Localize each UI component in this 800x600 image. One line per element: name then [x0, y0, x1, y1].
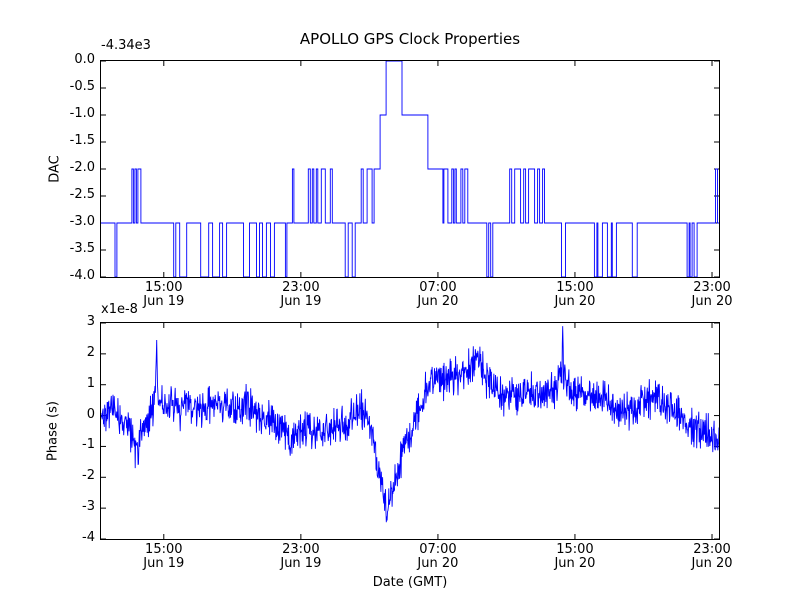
- x-axis-label: Date (GMT): [372, 575, 448, 590]
- y-tick-label: -2.5: [69, 187, 95, 202]
- x-tick-time: 23:00: [693, 280, 731, 295]
- y-tick-label: -4: [82, 530, 95, 545]
- x-tick-label: 15:00 Jun 20: [530, 281, 620, 309]
- dac-axis-offset-label: -4.34e3: [101, 38, 151, 53]
- x-tick-date: Jun 19: [143, 294, 185, 309]
- y-tick-label: -3.0: [69, 214, 95, 229]
- x-tick-label: 23:00 Jun 19: [256, 543, 346, 571]
- x-tick-time: 15:00: [145, 542, 183, 557]
- y-tick-label: -2.0: [69, 160, 95, 175]
- phase-plot-canvas: [101, 323, 719, 539]
- x-tick-label: 15:00 Jun 19: [119, 543, 209, 571]
- y-tick-label: -3.5: [69, 241, 95, 256]
- y-tick-label: -1.0: [69, 106, 95, 121]
- x-tick-date: Jun 19: [280, 556, 322, 571]
- x-tick-label: 07:00 Jun 20: [393, 281, 483, 309]
- phase-noise-line: [101, 326, 719, 523]
- top-axes: [100, 60, 720, 278]
- y-tick-label: 3: [86, 314, 95, 329]
- x-tick-time: 15:00: [556, 542, 594, 557]
- x-tick-date: Jun 19: [280, 294, 322, 309]
- bottom-axes: [100, 322, 720, 540]
- x-tick-date: Jun 20: [554, 294, 596, 309]
- x-tick-time: 15:00: [145, 280, 183, 295]
- y-tick-label: 2: [86, 344, 95, 360]
- x-tick-date: Jun 20: [417, 294, 459, 309]
- y-tick-label: -2: [82, 468, 95, 484]
- x-tick-date: Jun 20: [417, 556, 459, 571]
- y-tick-label: 0: [86, 406, 95, 422]
- y-tick-label: -1.5: [69, 133, 95, 148]
- y-tick-label: -1: [82, 437, 95, 453]
- x-tick-label: 23:00 Jun 20: [667, 543, 757, 571]
- x-tick-label: 07:00 Jun 20: [393, 543, 483, 571]
- x-tick-time: 07:00: [419, 542, 457, 557]
- x-tick-date: Jun 20: [554, 556, 596, 571]
- x-tick-time: 23:00: [282, 280, 320, 295]
- x-tick-label: 23:00 Jun 19: [256, 281, 346, 309]
- chart-title: APOLLO GPS Clock Properties: [299, 30, 521, 48]
- y-tick-label: -0.5: [69, 79, 95, 94]
- y-tick-label: 0.0: [74, 52, 95, 67]
- x-tick-time: 23:00: [282, 542, 320, 557]
- phase-axis-multiplier-label: x1e-8: [101, 302, 138, 317]
- x-tick-date: Jun 20: [691, 556, 733, 571]
- dac-plot-canvas: [101, 61, 719, 277]
- x-tick-date: Jun 19: [143, 556, 185, 571]
- x-tick-time: 15:00: [556, 280, 594, 295]
- dac-step-line: [101, 61, 719, 277]
- y-tick-label: -3: [82, 499, 95, 515]
- y-tick-label: -4.0: [69, 268, 95, 283]
- x-tick-date: Jun 20: [691, 294, 733, 309]
- y-tick-label: 1: [86, 375, 95, 391]
- x-tick-label: 23:00 Jun 20: [667, 281, 757, 309]
- x-tick-time: 23:00: [693, 542, 731, 557]
- x-tick-label: 15:00 Jun 20: [530, 543, 620, 571]
- x-tick-time: 07:00: [419, 280, 457, 295]
- x-tick-label: 15:00 Jun 19: [119, 281, 209, 309]
